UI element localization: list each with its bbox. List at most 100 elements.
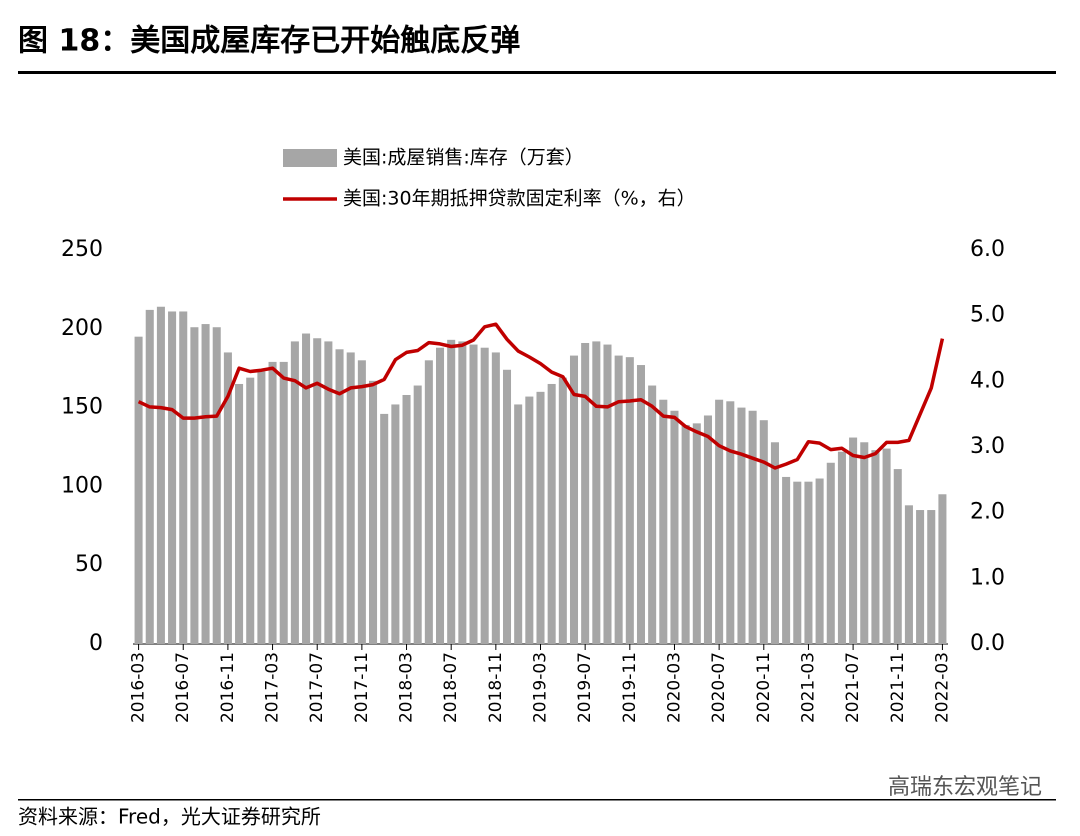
bar [648,385,657,644]
bar [502,369,512,644]
bar [703,415,712,644]
watermark: 高瑞东宏观笔记 [888,775,1042,800]
bar [190,327,199,644]
line [137,322,945,470]
bar [692,423,701,644]
x-tick-label: 2018-03 [397,652,417,723]
chart-title: 图 18：美国成屋库存已开始触底反弹 [18,24,520,59]
y2-tick-label: 2.0 [970,500,1005,525]
bar [569,355,579,644]
footer-rule [18,799,1056,801]
x-tick-label: 2018-07 [441,652,461,723]
x-tick-label: 2016-03 [129,652,149,723]
bar [514,404,523,644]
bar [737,407,746,644]
bar [179,311,188,644]
bar [380,413,389,644]
bar [458,341,467,644]
y2-tick-label: 4.0 [970,368,1005,393]
bar [793,481,802,644]
bar [927,510,936,644]
bar [849,437,858,644]
bar [581,342,590,644]
x-tick-label: 2022-03 [932,652,952,723]
bar [313,338,322,644]
bar [290,341,299,644]
bar [916,510,925,644]
x-tick-label: 2020-07 [709,652,729,723]
bar [882,448,891,644]
bar [871,450,880,644]
bar [346,352,355,644]
bar [335,349,344,644]
bar [302,333,311,644]
bar [904,505,913,644]
bar [436,347,445,644]
x-tick-label: 2021-07 [843,652,863,723]
bar [134,336,143,644]
bar [625,357,634,644]
x-tick-label: 2018-11 [486,652,506,723]
bar [547,383,556,644]
bar [168,311,177,644]
x-tick-label: 2020-03 [664,652,684,723]
bar [424,360,433,644]
source: 资料来源：Fred，光大证券研究所 [18,805,321,829]
bar [145,309,154,644]
bar [413,385,422,644]
bar [748,410,757,644]
header-rule [18,71,1056,74]
bar [279,361,288,644]
bar [235,383,244,644]
bar [670,410,679,644]
x-tick-label: 2016-07 [173,652,193,723]
x-tick-label: 2019-11 [620,652,640,723]
bar [681,424,690,644]
bar [369,380,378,644]
bar [837,451,846,644]
bar [491,352,500,644]
bar [391,404,400,644]
y2-tick-label: 5.0 [970,303,1005,328]
legend-swatch [283,149,337,167]
bar [804,481,813,644]
y-tick-label: 0 [89,631,103,656]
bar [558,377,567,644]
y2-tick-label: 6.0 [970,237,1005,262]
legend-label: 美国:30年期抵押贷款固定利率（%，右） [343,188,696,210]
bar [402,394,411,644]
y-tick-label: 150 [61,395,103,420]
x-tick-label: 2019-03 [531,652,551,723]
y-tick-label: 50 [75,552,103,577]
bar [156,306,165,644]
bar [938,494,947,644]
bar [759,420,768,644]
x-tick-label: 2016-11 [218,652,238,723]
bar [659,399,668,644]
x-tick-label: 2019-07 [575,652,595,723]
bar [223,352,232,644]
bar [201,324,210,644]
bar [715,399,724,644]
bar [447,339,456,644]
y2-tick-label: 0.0 [970,631,1005,656]
x-tick-label: 2021-03 [798,652,818,723]
bar [536,391,545,644]
bar [782,476,791,644]
bar [469,344,478,644]
bar [592,341,601,644]
bar [860,442,869,644]
bar [893,469,902,644]
bar [246,377,255,644]
x-tick-label: 2017-11 [352,652,372,723]
bar [815,478,824,644]
bar [357,360,366,644]
bar [324,341,333,644]
bar [212,327,221,644]
legend-label: 美国:成屋销售:库存（万套） [343,147,584,169]
bar [603,344,612,644]
x-tick-label: 2020-11 [754,652,774,723]
bar [614,355,623,644]
x-tick-label: 2021-11 [888,652,908,723]
